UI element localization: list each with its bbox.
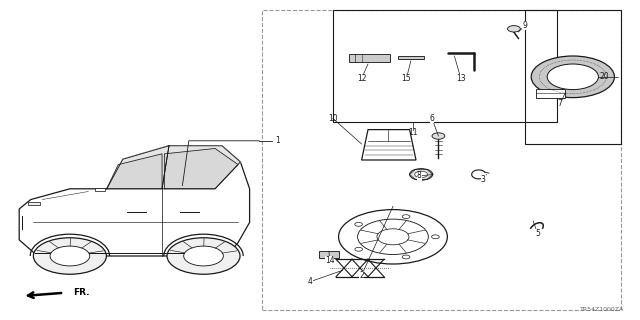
Polygon shape <box>162 146 241 189</box>
Circle shape <box>355 222 362 226</box>
Circle shape <box>33 238 106 274</box>
Bar <box>536 89 565 98</box>
Circle shape <box>415 171 428 178</box>
Text: 10: 10 <box>328 114 338 123</box>
Bar <box>28 202 40 205</box>
Text: 9: 9 <box>522 21 527 30</box>
Text: 5: 5 <box>535 229 540 238</box>
Circle shape <box>339 210 447 264</box>
Bar <box>525 10 621 144</box>
Text: 14: 14 <box>324 256 335 265</box>
Circle shape <box>167 238 240 274</box>
Circle shape <box>431 235 439 239</box>
Circle shape <box>184 246 223 266</box>
Circle shape <box>508 26 520 32</box>
Text: 7: 7 <box>557 100 563 108</box>
Text: 13: 13 <box>456 74 466 83</box>
Bar <box>398 56 424 59</box>
Text: TR54Z1000ZA: TR54Z1000ZA <box>580 307 624 312</box>
Bar <box>262 10 621 310</box>
Circle shape <box>355 247 362 251</box>
Polygon shape <box>164 148 238 189</box>
Text: 15: 15 <box>401 74 412 83</box>
Text: 1: 1 <box>275 136 280 145</box>
Bar <box>349 54 390 62</box>
Circle shape <box>547 64 598 90</box>
Polygon shape <box>19 146 250 256</box>
Text: 2: 2 <box>359 271 364 280</box>
Text: 20: 20 <box>600 72 610 81</box>
Bar <box>333 10 557 122</box>
Text: 12: 12 <box>357 74 366 83</box>
Circle shape <box>410 169 433 180</box>
Polygon shape <box>362 130 416 160</box>
Polygon shape <box>107 154 162 189</box>
Circle shape <box>531 56 614 98</box>
Text: 8: 8 <box>417 172 422 180</box>
Circle shape <box>432 133 445 139</box>
Text: FR.: FR. <box>74 288 90 297</box>
Circle shape <box>402 255 410 259</box>
Text: 11: 11 <box>408 128 417 137</box>
Text: 3: 3 <box>481 175 486 184</box>
Circle shape <box>402 215 410 219</box>
Polygon shape <box>107 146 169 189</box>
Bar <box>319 251 339 258</box>
Text: 4: 4 <box>308 277 313 286</box>
Bar <box>95 188 105 191</box>
Circle shape <box>50 246 90 266</box>
Text: 6: 6 <box>429 114 435 123</box>
Circle shape <box>358 219 428 254</box>
Circle shape <box>377 229 409 245</box>
